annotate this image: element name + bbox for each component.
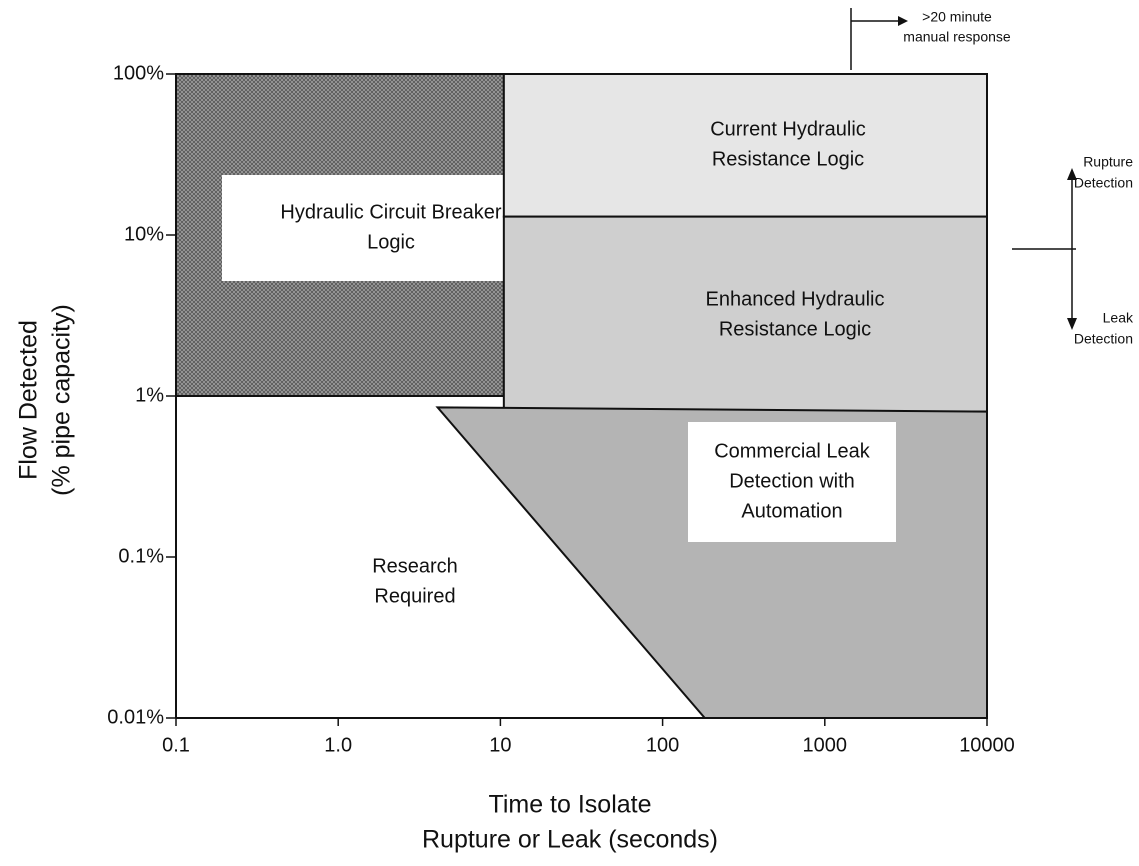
region-label: Current Hydraulic [710,118,866,140]
y-axis-label: Flow Detected [15,320,43,480]
region-label: Automation [741,500,842,522]
y-axis-label: (% pipe capacity) [48,304,76,496]
frame: 100% 10% 1% 0.1% 0.01% 0.1 1.0 10 100 1000 10000 [107,62,1015,756]
region-label: Resistance Logic [712,148,864,170]
regions: Hydraulic Circuit Breaker Logic Current Hy… [175,73,988,719]
y-tick-label: 100% [113,62,164,84]
region-label: Enhanced Hydraulic [706,288,885,310]
region-label: Resistance Logic [719,318,871,340]
y-tick-label: 0.1% [118,545,164,567]
x-tick-label: 10000 [959,734,1015,756]
label-box [688,422,896,542]
arrow-head [1067,168,1077,180]
y-tick-label: 1% [135,384,164,406]
annotation: Detection [1074,175,1133,191]
region-label: Detection with [729,470,855,492]
x-tick-label: 10 [489,734,511,756]
region-label: Logic [367,231,415,253]
region [502,73,988,218]
annotation: >20 minute [922,9,992,25]
x-tick-label: 100 [646,734,679,756]
x-tick-label: 1000 [803,734,848,756]
region-label: Hydraulic Circuit Breaker [280,201,502,223]
annotation: Detection [1074,331,1133,347]
region [502,215,988,413]
x-tick-label: 1.0 [324,734,352,756]
y-tick-label: 10% [124,223,164,245]
region-label: Required [374,585,455,607]
x-axis-label: Rupture or Leak (seconds) [422,826,718,854]
x-tick-label: 0.1 [162,734,190,756]
annotation: Rupture [1083,154,1133,170]
annotation: Leak [1103,310,1134,326]
x-axis-label: Time to Isolate [488,791,651,819]
arrow-head [898,16,908,26]
annotation: manual response [903,29,1011,45]
region-label: Research [372,555,458,577]
arrow-head [1067,318,1077,330]
region-label: Commercial Leak [714,440,871,462]
y-tick-label: 0.01% [107,706,164,728]
